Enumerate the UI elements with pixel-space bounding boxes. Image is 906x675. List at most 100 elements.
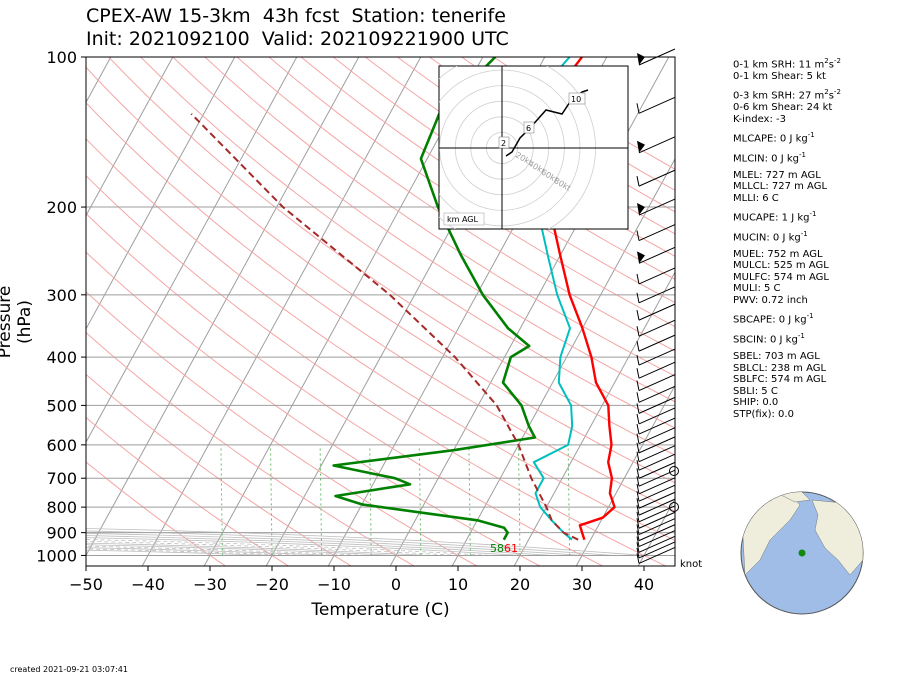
wind-barb xyxy=(636,453,676,471)
dry-adiabat xyxy=(86,416,289,566)
barb-staff xyxy=(638,535,676,553)
wind-barb xyxy=(637,136,676,154)
y-tick-label: 1000 xyxy=(36,546,77,565)
barb-flag xyxy=(636,230,640,241)
dry-adiabat xyxy=(172,57,675,403)
barb-staff xyxy=(638,246,676,264)
wind-barb xyxy=(636,319,676,337)
mixing-ratio-line xyxy=(567,444,571,556)
wind-barb xyxy=(636,427,676,445)
wind-barb xyxy=(636,96,676,114)
hodograph-units-box xyxy=(443,212,485,226)
barb-pennant xyxy=(637,203,645,216)
y-tick-label: 500 xyxy=(46,396,77,415)
mixing-ratio-line xyxy=(319,444,323,556)
barb-flag xyxy=(636,433,640,444)
wind-barb xyxy=(636,477,676,495)
background-lines xyxy=(86,57,675,566)
x-tick-label: 40 xyxy=(634,575,654,594)
dry-adiabat xyxy=(236,57,675,352)
hodograph-height-label: 6 xyxy=(526,124,531,133)
barb-flag xyxy=(636,536,640,547)
barb-flag xyxy=(636,392,640,403)
barb-staff xyxy=(638,511,676,529)
index-line: MLLI: 6 C xyxy=(733,192,779,204)
index-line: MLEL: 727 m AGL xyxy=(733,169,821,181)
x-tick-label: −30 xyxy=(193,575,227,594)
wind-unit-label: knot xyxy=(680,559,703,570)
pressure-gridlines xyxy=(86,57,675,556)
wind-barb xyxy=(636,445,676,463)
barb-staff xyxy=(638,136,676,154)
index-line: 0-1 km Shear: 5 kt xyxy=(733,70,826,82)
barb-flag xyxy=(636,341,640,352)
surface-labels: 58 61 xyxy=(490,542,518,555)
x-tick-label: −40 xyxy=(131,575,165,594)
index-line: MULFC: 574 m AGL xyxy=(733,271,829,283)
stability-indices: 0-1 km SRH: 11 m2s-2 0-1 km Shear: 5 kt 0-… xyxy=(733,56,841,420)
wind-barb xyxy=(636,498,676,516)
hodograph-units-label: km AGL xyxy=(447,215,479,224)
index-line: MUEL: 752 m AGL xyxy=(733,248,823,260)
barb-flag xyxy=(636,310,640,321)
barb-flag xyxy=(636,380,640,391)
mixing-ratio-line xyxy=(369,444,372,556)
barb-flag xyxy=(636,491,640,502)
created-timestamp: created 2021-09-21 03:07:41 xyxy=(10,665,128,674)
wind-barb xyxy=(636,303,676,321)
dry-adiabat xyxy=(86,102,675,512)
wind-barb xyxy=(636,348,676,366)
hodograph-height-box xyxy=(523,121,535,134)
barb-staff xyxy=(638,453,676,471)
isotherm-line xyxy=(141,57,422,566)
y-tick-label: 900 xyxy=(46,524,77,543)
mixing-ratio-line xyxy=(270,444,273,556)
barb-staff xyxy=(638,524,676,542)
moist-adiabat xyxy=(86,541,459,556)
barb-flag xyxy=(636,103,640,114)
wind-barb xyxy=(636,546,676,564)
index-line: 0-6 km Shear: 24 kt xyxy=(733,102,833,114)
wind-barb xyxy=(636,436,676,454)
barb-staff xyxy=(638,407,676,425)
wind-barb xyxy=(636,530,676,548)
barb-flag xyxy=(636,518,640,529)
barb-flag xyxy=(636,273,640,285)
wind-barbs xyxy=(636,48,679,564)
hodograph-height-label: 2 xyxy=(501,139,506,148)
index-line: SBLFC: 574 m AGL xyxy=(733,374,827,386)
isotherm-line xyxy=(575,384,675,566)
barb-staff xyxy=(638,48,676,66)
dry-adiabat xyxy=(86,212,603,566)
barb-flag xyxy=(636,292,640,303)
index-line: MLCIN: 0 J kg-1 xyxy=(733,150,806,165)
wind-barb xyxy=(636,169,676,187)
barb-staff xyxy=(638,224,676,241)
x-axis-label: Temperature (C) xyxy=(311,600,450,620)
barb-flag xyxy=(636,442,640,453)
calm-wind-circle xyxy=(669,466,679,476)
barb-flag xyxy=(636,460,640,471)
index-line: PWV: 0.72 inch xyxy=(733,294,808,306)
barb-staff xyxy=(638,445,676,463)
dry-adiabat xyxy=(300,57,675,304)
index-line: MUCAPE: 1 J kg-1 xyxy=(733,210,817,224)
y-tick-label: 100 xyxy=(46,48,77,67)
barb-staff xyxy=(638,385,676,403)
wind-barb xyxy=(636,518,676,535)
index-line: MUCIN: 0 J kg-1 xyxy=(733,230,808,244)
barb-staff xyxy=(638,546,676,564)
barb-flag xyxy=(636,524,640,535)
wind-barb xyxy=(637,48,676,66)
mixing-ratio-line xyxy=(220,444,223,556)
wind-barb xyxy=(637,198,676,216)
isotherm-line xyxy=(86,57,174,217)
barb-staff xyxy=(638,303,676,321)
barb-staff xyxy=(638,417,676,435)
wind-barb xyxy=(636,374,676,392)
dry-adiabat xyxy=(332,57,675,280)
y-tick-label: 200 xyxy=(46,198,77,217)
mixing-ratio-line xyxy=(418,444,422,556)
barb-staff xyxy=(638,461,676,479)
x-tick-label: 30 xyxy=(572,575,592,594)
